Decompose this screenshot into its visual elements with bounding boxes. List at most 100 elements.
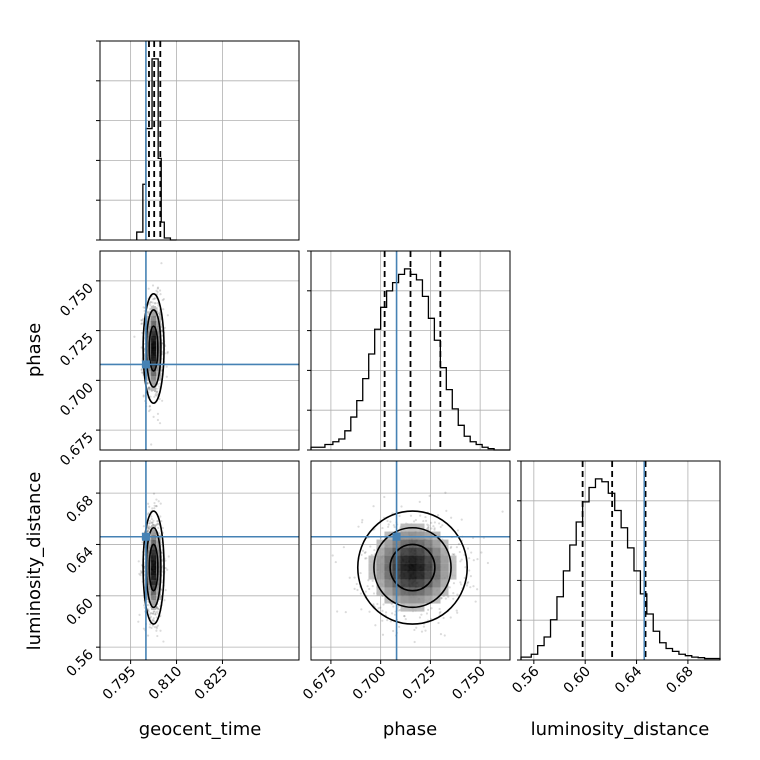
density-cell	[151, 306, 157, 312]
density-cell	[440, 547, 449, 556]
density-cell	[384, 571, 393, 580]
density-cell	[146, 575, 152, 581]
density-cell	[156, 351, 162, 357]
sample-point	[155, 625, 158, 629]
sample-point	[166, 352, 169, 355]
sample-point	[151, 612, 155, 615]
density-cell	[151, 580, 157, 586]
sample-point	[146, 529, 149, 532]
sample-point	[359, 571, 362, 575]
xtick-label-phase-2: 0.725	[400, 664, 440, 704]
sample-point	[156, 290, 159, 294]
sample-point	[156, 390, 159, 393]
sample-point	[457, 542, 460, 546]
sample-point	[441, 524, 444, 527]
density-cell	[416, 547, 425, 556]
sample-point	[152, 492, 156, 495]
sample-point	[432, 525, 435, 528]
sample-point	[336, 610, 339, 613]
sample-point	[151, 301, 154, 304]
sample-point	[163, 599, 166, 602]
sample-point	[151, 284, 155, 287]
density-cell	[408, 579, 417, 588]
ytick-label-phase-0: 0.675	[57, 430, 97, 470]
density-cell	[400, 579, 409, 588]
sample-point	[158, 422, 162, 425]
xlabel-geocent-time: geocent_time	[139, 719, 262, 740]
sample-point	[444, 597, 447, 600]
density-cell	[151, 331, 157, 337]
density-cell	[151, 386, 157, 392]
sample-point	[331, 554, 334, 557]
density-cell	[408, 587, 417, 596]
density-cell	[400, 563, 409, 572]
sample-point	[161, 399, 164, 402]
sample-point	[149, 388, 152, 391]
sample-point	[141, 541, 144, 544]
sample-point	[150, 521, 153, 524]
density-cell	[151, 356, 157, 362]
sample-point	[153, 507, 156, 510]
sample-point	[156, 286, 160, 289]
density-cell	[400, 523, 409, 532]
xtick-label-luminosity_distance-2: 0.64	[612, 663, 645, 696]
density-cell	[376, 555, 385, 564]
sample-point	[155, 616, 158, 619]
sample-point	[147, 608, 150, 611]
sample-point	[157, 522, 160, 526]
sample-point	[456, 529, 460, 532]
sample-point	[422, 625, 426, 628]
histogram-layer	[136, 58, 721, 660]
sample-point	[155, 289, 158, 292]
sample-point	[458, 550, 461, 554]
density-cell	[156, 550, 162, 556]
ytick-label-phase-3: 0.750	[57, 280, 97, 320]
sample-point	[161, 298, 164, 302]
sample-point	[146, 526, 150, 529]
contour-pair-luminosity_distance-vs-phase-0	[389, 543, 436, 592]
sample-point	[140, 322, 143, 325]
sample-point	[445, 509, 448, 513]
sample-point	[439, 633, 443, 636]
sample-point	[468, 557, 471, 560]
density-cell	[408, 531, 417, 540]
sample-point	[152, 519, 155, 522]
sample-point	[148, 519, 152, 523]
sample-point	[418, 616, 422, 619]
sample-point	[369, 545, 372, 548]
density-cell	[156, 336, 162, 342]
histogram-luminosity_distance	[520, 478, 721, 660]
sample-point	[150, 612, 153, 615]
sample-point	[156, 634, 159, 638]
sample-point	[424, 519, 428, 522]
sample-point	[137, 560, 140, 563]
density-cell	[156, 361, 162, 367]
sample-point	[155, 504, 158, 508]
sample-point	[359, 592, 362, 595]
sample-point	[143, 348, 146, 351]
sample-point	[157, 304, 160, 307]
density-cell	[400, 547, 409, 556]
sample-point	[150, 626, 153, 629]
sample-point	[152, 610, 155, 613]
sample-point	[138, 613, 141, 616]
density-cell	[151, 346, 157, 352]
density-cell	[384, 555, 393, 564]
sample-point	[381, 609, 384, 612]
sample-point	[157, 500, 160, 503]
sample-point	[472, 585, 475, 588]
density-cell	[416, 555, 425, 564]
sample-point	[155, 387, 158, 390]
sample-point	[424, 629, 427, 632]
sample-point	[368, 587, 371, 591]
sample-point	[148, 409, 151, 413]
sample-point	[149, 301, 152, 304]
sample-point	[163, 326, 166, 329]
density-cell	[424, 539, 433, 548]
sample-point	[355, 582, 358, 586]
sample-point	[420, 613, 423, 616]
sample-point	[140, 371, 144, 374]
sample-point	[154, 392, 158, 395]
sample-point	[142, 627, 146, 630]
